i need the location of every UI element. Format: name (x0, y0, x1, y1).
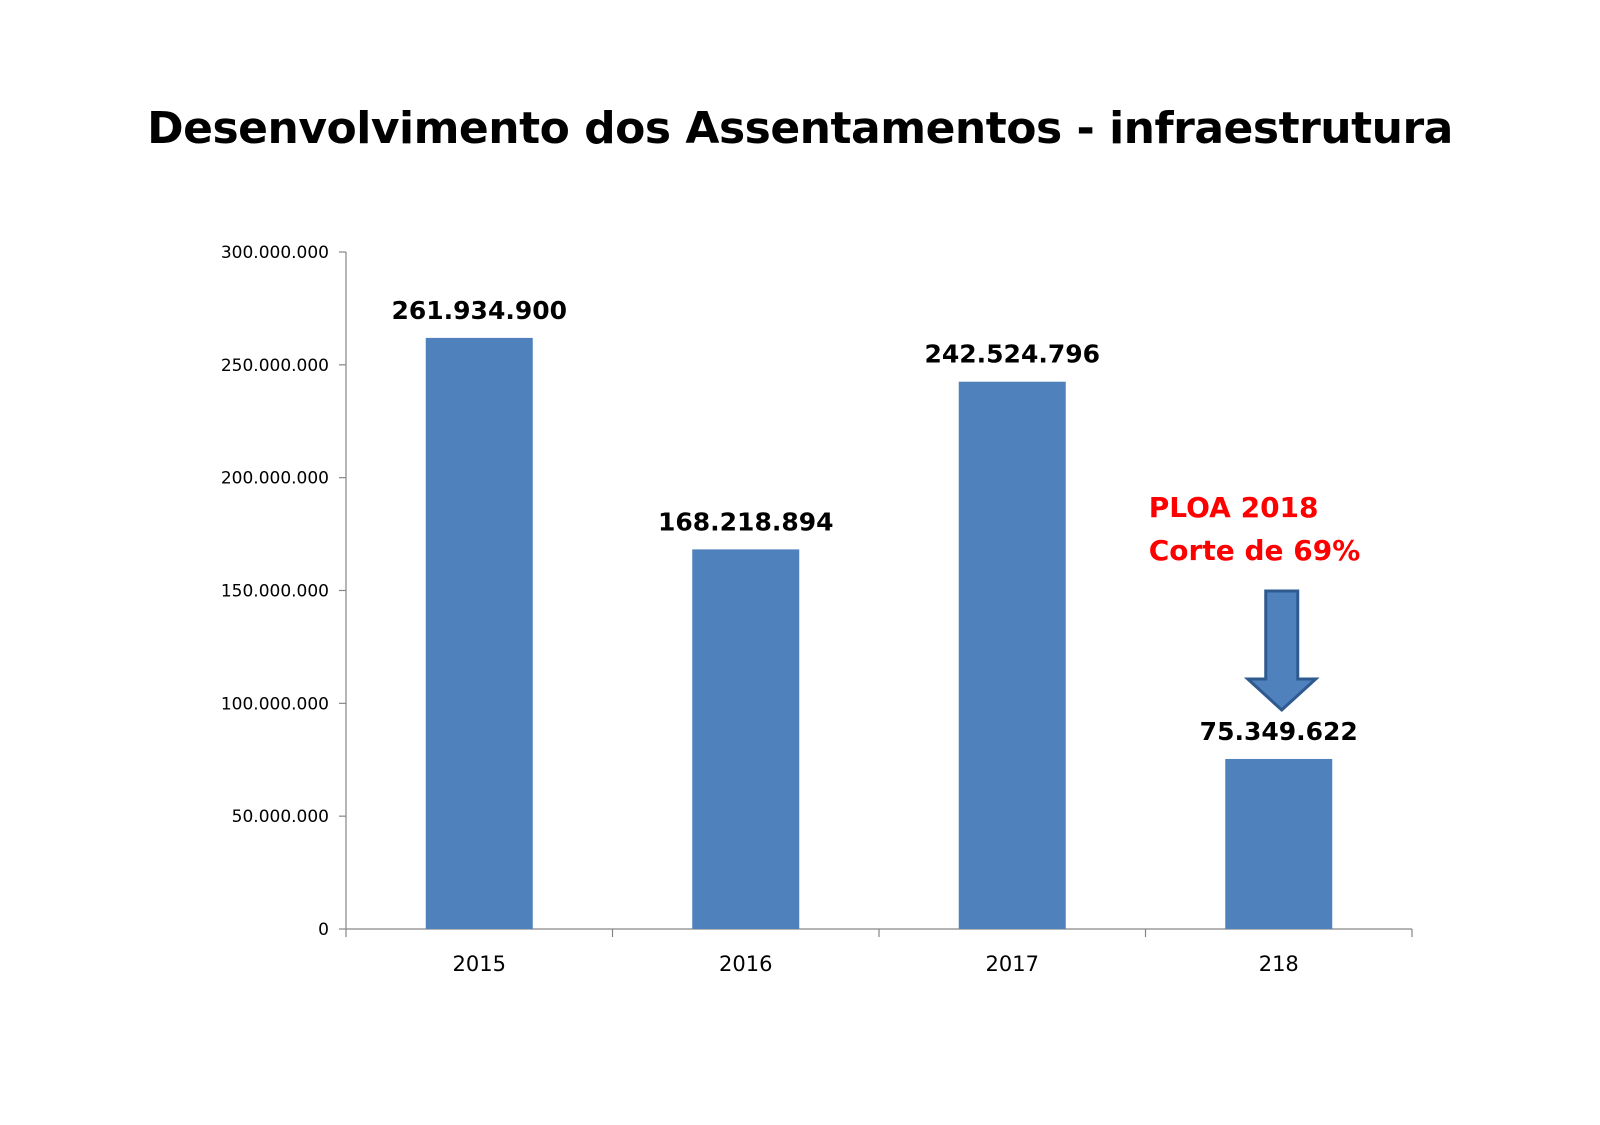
y-tick-label: 50.000.000 (232, 807, 329, 827)
annotation-line: PLOA 2018 (1149, 491, 1319, 524)
category-label: 2015 (453, 952, 506, 976)
y-tick-label: 100.000.000 (221, 694, 329, 714)
data-label: 242.524.796 (924, 340, 1100, 369)
data-label: 261.934.900 (391, 296, 567, 325)
y-tick-label: 250.000.000 (221, 356, 329, 376)
bar-2016 (692, 549, 800, 929)
y-tick-label: 150.000.000 (221, 582, 329, 602)
bar-218 (1225, 758, 1333, 929)
data-label: 75.349.622 (1200, 717, 1358, 746)
data-label: 168.218.894 (658, 507, 834, 536)
bar-2017 (958, 381, 1066, 929)
down-arrow-icon (1243, 589, 1320, 713)
y-tick-label: 0 (318, 920, 329, 940)
annotation-line: Corte de 69% (1149, 534, 1361, 567)
y-tick-label: 300.000.000 (221, 243, 329, 263)
category-label: 218 (1259, 952, 1299, 976)
bar-2015 (425, 337, 533, 929)
category-label: 2016 (719, 952, 772, 976)
y-tick-label: 200.000.000 (221, 469, 329, 489)
category-label: 2017 (986, 952, 1039, 976)
chart-title: Desenvolvimento dos Assentamentos - infr… (147, 103, 1453, 154)
